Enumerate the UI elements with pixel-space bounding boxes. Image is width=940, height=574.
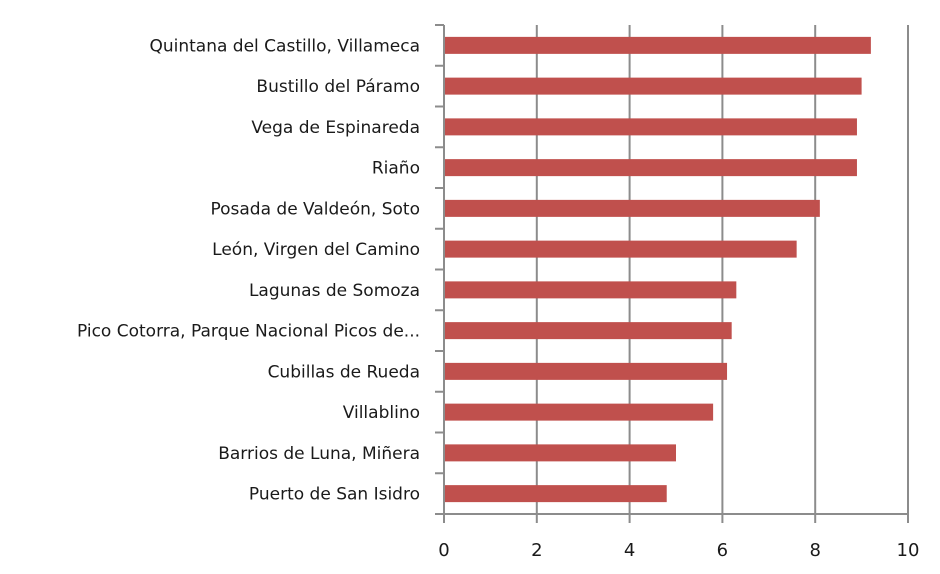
bar: [444, 240, 797, 258]
bar: [444, 322, 732, 340]
x-tick-label: 6: [717, 540, 728, 561]
category-label: Puerto de San Isidro: [249, 485, 420, 505]
bar: [444, 444, 676, 462]
x-tick-label: 10: [897, 540, 920, 561]
bar: [444, 36, 871, 54]
category-label: Riaño: [372, 159, 420, 179]
bar: [444, 281, 737, 299]
bar: [444, 485, 667, 503]
bar: [444, 159, 857, 177]
category-label: Cubillas de Rueda: [268, 362, 420, 382]
category-label: Bustillo del Páramo: [256, 77, 420, 97]
category-label: Villablino: [343, 403, 420, 423]
gridlines: [535, 25, 909, 514]
category-label: Barrios de Luna, Miñera: [218, 444, 420, 464]
bar: [444, 362, 728, 380]
category-label: Posada de Valdeón, Soto: [210, 199, 420, 219]
category-label: Pico Cotorra, Parque Nacional Picos de..…: [77, 322, 420, 342]
x-tick-label: 2: [531, 540, 542, 561]
category-label: León, Virgen del Camino: [212, 240, 420, 260]
x-tick-label: 4: [624, 540, 635, 561]
bar: [444, 77, 862, 95]
x-tick-labels: 0 2 4 6 8 10: [438, 540, 919, 561]
bar: [444, 199, 820, 217]
axes: [435, 24, 909, 523]
category-label: Lagunas de Somoza: [249, 281, 420, 301]
category-label: Quintana del Castillo, Villameca: [149, 36, 420, 56]
bar: [444, 118, 857, 136]
category-label: Vega de Espinareda: [251, 118, 420, 138]
bars: [444, 36, 871, 503]
bar: [444, 403, 714, 421]
x-tick-label: 0: [438, 540, 449, 561]
x-tick-label: 8: [809, 540, 820, 561]
category-labels: Quintana del Castillo, Villameca Bustillo…: [77, 36, 420, 504]
